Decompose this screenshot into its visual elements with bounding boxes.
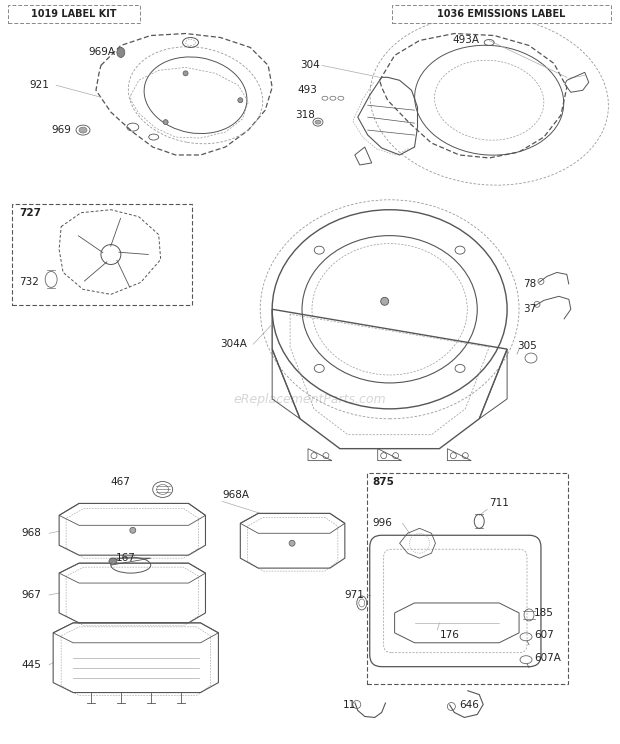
Text: 646: 646: [459, 699, 479, 710]
Ellipse shape: [315, 120, 321, 124]
Text: 305: 305: [517, 341, 537, 351]
Text: 493A: 493A: [453, 36, 479, 45]
Text: 304: 304: [300, 60, 320, 71]
Text: 921: 921: [29, 80, 49, 90]
Text: 1036 EMISSIONS LABEL: 1036 EMISSIONS LABEL: [437, 9, 565, 19]
Text: 732: 732: [19, 278, 39, 287]
Text: 607: 607: [534, 630, 554, 640]
FancyBboxPatch shape: [392, 4, 611, 22]
Text: 968: 968: [21, 528, 41, 538]
Text: 467: 467: [111, 476, 131, 487]
Ellipse shape: [238, 97, 243, 103]
Text: 185: 185: [534, 608, 554, 618]
Ellipse shape: [117, 48, 125, 57]
Text: 493: 493: [297, 86, 317, 95]
Text: 727: 727: [19, 208, 42, 218]
Text: 711: 711: [489, 498, 509, 508]
Text: 996: 996: [373, 519, 392, 528]
Text: 968A: 968A: [223, 490, 249, 501]
Ellipse shape: [381, 298, 389, 305]
FancyBboxPatch shape: [8, 4, 140, 22]
Text: 969: 969: [51, 125, 71, 135]
Ellipse shape: [183, 71, 188, 76]
Text: 167: 167: [116, 553, 136, 563]
Ellipse shape: [79, 127, 87, 133]
Text: 971: 971: [345, 590, 365, 600]
Text: 78: 78: [523, 280, 536, 289]
Text: 875: 875: [373, 476, 394, 487]
Ellipse shape: [289, 540, 295, 546]
Ellipse shape: [109, 558, 117, 564]
Text: 969A: 969A: [88, 48, 115, 57]
Ellipse shape: [163, 120, 168, 124]
Text: 607A: 607A: [534, 652, 561, 663]
FancyBboxPatch shape: [12, 204, 192, 305]
Text: 1019 LABEL KIT: 1019 LABEL KIT: [32, 9, 117, 19]
Text: 11: 11: [343, 699, 356, 710]
Text: 445: 445: [21, 660, 41, 670]
Text: eReplacementParts.com: eReplacementParts.com: [234, 394, 386, 406]
Ellipse shape: [130, 527, 136, 533]
Text: 304A: 304A: [220, 339, 247, 349]
Text: 176: 176: [440, 630, 459, 640]
Text: 37: 37: [523, 304, 536, 314]
Text: 967: 967: [21, 590, 41, 600]
Text: 318: 318: [295, 110, 315, 120]
FancyBboxPatch shape: [367, 472, 568, 684]
